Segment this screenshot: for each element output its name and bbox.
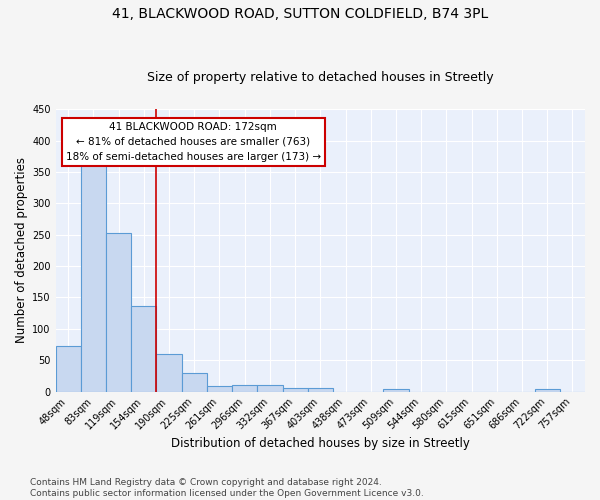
Bar — [131, 306, 157, 392]
Bar — [383, 389, 409, 392]
Y-axis label: Number of detached properties: Number of detached properties — [15, 158, 28, 344]
Title: Size of property relative to detached houses in Streetly: Size of property relative to detached ho… — [147, 72, 494, 85]
Bar — [56, 346, 81, 392]
Bar — [308, 388, 333, 392]
Bar — [535, 389, 560, 392]
Bar — [182, 373, 207, 392]
Text: 41, BLACKWOOD ROAD, SUTTON COLDFIELD, B74 3PL: 41, BLACKWOOD ROAD, SUTTON COLDFIELD, B7… — [112, 8, 488, 22]
Text: 41 BLACKWOOD ROAD: 172sqm
← 81% of detached houses are smaller (763)
18% of semi: 41 BLACKWOOD ROAD: 172sqm ← 81% of detac… — [66, 122, 321, 162]
Bar — [81, 162, 106, 392]
Bar — [283, 388, 308, 392]
Bar — [232, 386, 257, 392]
Text: Contains HM Land Registry data © Crown copyright and database right 2024.
Contai: Contains HM Land Registry data © Crown c… — [30, 478, 424, 498]
Bar — [257, 386, 283, 392]
X-axis label: Distribution of detached houses by size in Streetly: Distribution of detached houses by size … — [171, 437, 470, 450]
Bar — [157, 354, 182, 392]
Bar — [106, 234, 131, 392]
Bar — [207, 386, 232, 392]
